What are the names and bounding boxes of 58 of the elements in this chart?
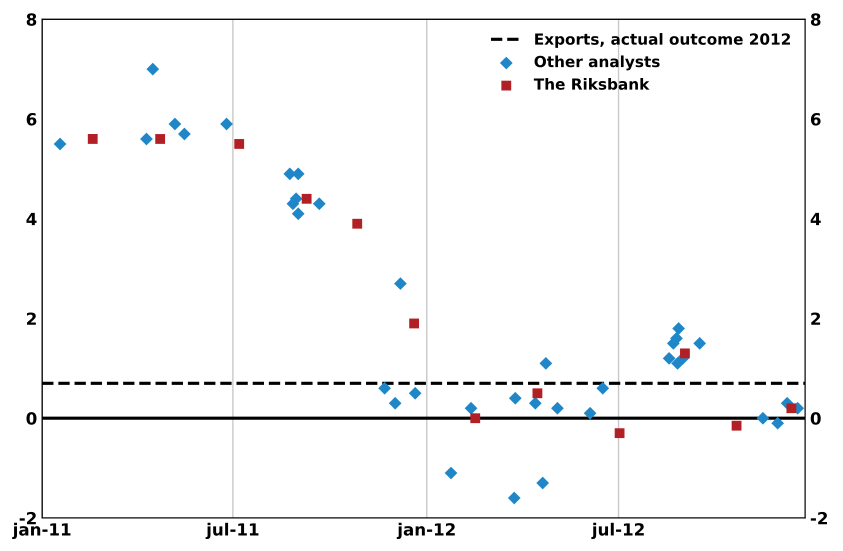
point (302, 194, 312, 204)
point (528, 396, 542, 410)
point (771, 416, 784, 430)
point (672, 322, 685, 335)
point (54, 138, 66, 150)
y2-tick-label: 6 (810, 112, 821, 126)
point (596, 382, 610, 395)
point (168, 118, 182, 130)
point (88, 134, 98, 144)
legend-label: The Riksbank (534, 78, 650, 90)
y-tick-label: 0 (26, 412, 36, 425)
point (508, 492, 521, 504)
point (539, 356, 552, 370)
point (532, 388, 542, 398)
point (388, 396, 402, 410)
x-tick-label: jan-11 (12, 522, 70, 540)
point (146, 62, 160, 76)
point (536, 476, 550, 490)
y-tick-label: -2 (20, 512, 36, 524)
y-tick-label: 8 (26, 13, 36, 26)
point (155, 134, 166, 144)
y2-tick-label: 8 (810, 13, 820, 26)
x-tick-label: jan-12 (396, 522, 455, 540)
y2-tick-label: 0 (810, 412, 821, 425)
legend-label: Exports, actual outcome 2012 (535, 33, 790, 48)
point (732, 420, 742, 431)
point (470, 413, 480, 424)
y2-tick-label: 4 (810, 212, 821, 226)
point (614, 428, 625, 438)
y-tick-label: 6 (26, 112, 36, 126)
point (352, 218, 362, 229)
y-tick-label: 2 (27, 312, 36, 325)
point (662, 352, 676, 365)
point (408, 386, 422, 400)
point (220, 118, 233, 130)
point (444, 466, 458, 480)
point (464, 402, 478, 415)
point (394, 277, 407, 290)
legend-label: Other analysts (534, 55, 660, 70)
y-tick-label: 4 (26, 212, 37, 226)
point (786, 403, 796, 414)
point (409, 318, 420, 328)
point (680, 348, 690, 358)
y2-tick-label: -2 (810, 512, 827, 524)
point (292, 207, 305, 220)
point (234, 139, 244, 149)
point (584, 406, 596, 420)
x-tick-label: jul-12 (591, 522, 644, 540)
x-tick-label: jul-11 (206, 522, 258, 540)
point (378, 382, 391, 395)
point (140, 132, 153, 146)
point (178, 128, 191, 140)
y2-tick-label: 2 (811, 312, 820, 325)
point (508, 392, 522, 405)
point (756, 412, 770, 425)
point (693, 337, 706, 350)
point (551, 402, 564, 415)
point (312, 197, 326, 210)
